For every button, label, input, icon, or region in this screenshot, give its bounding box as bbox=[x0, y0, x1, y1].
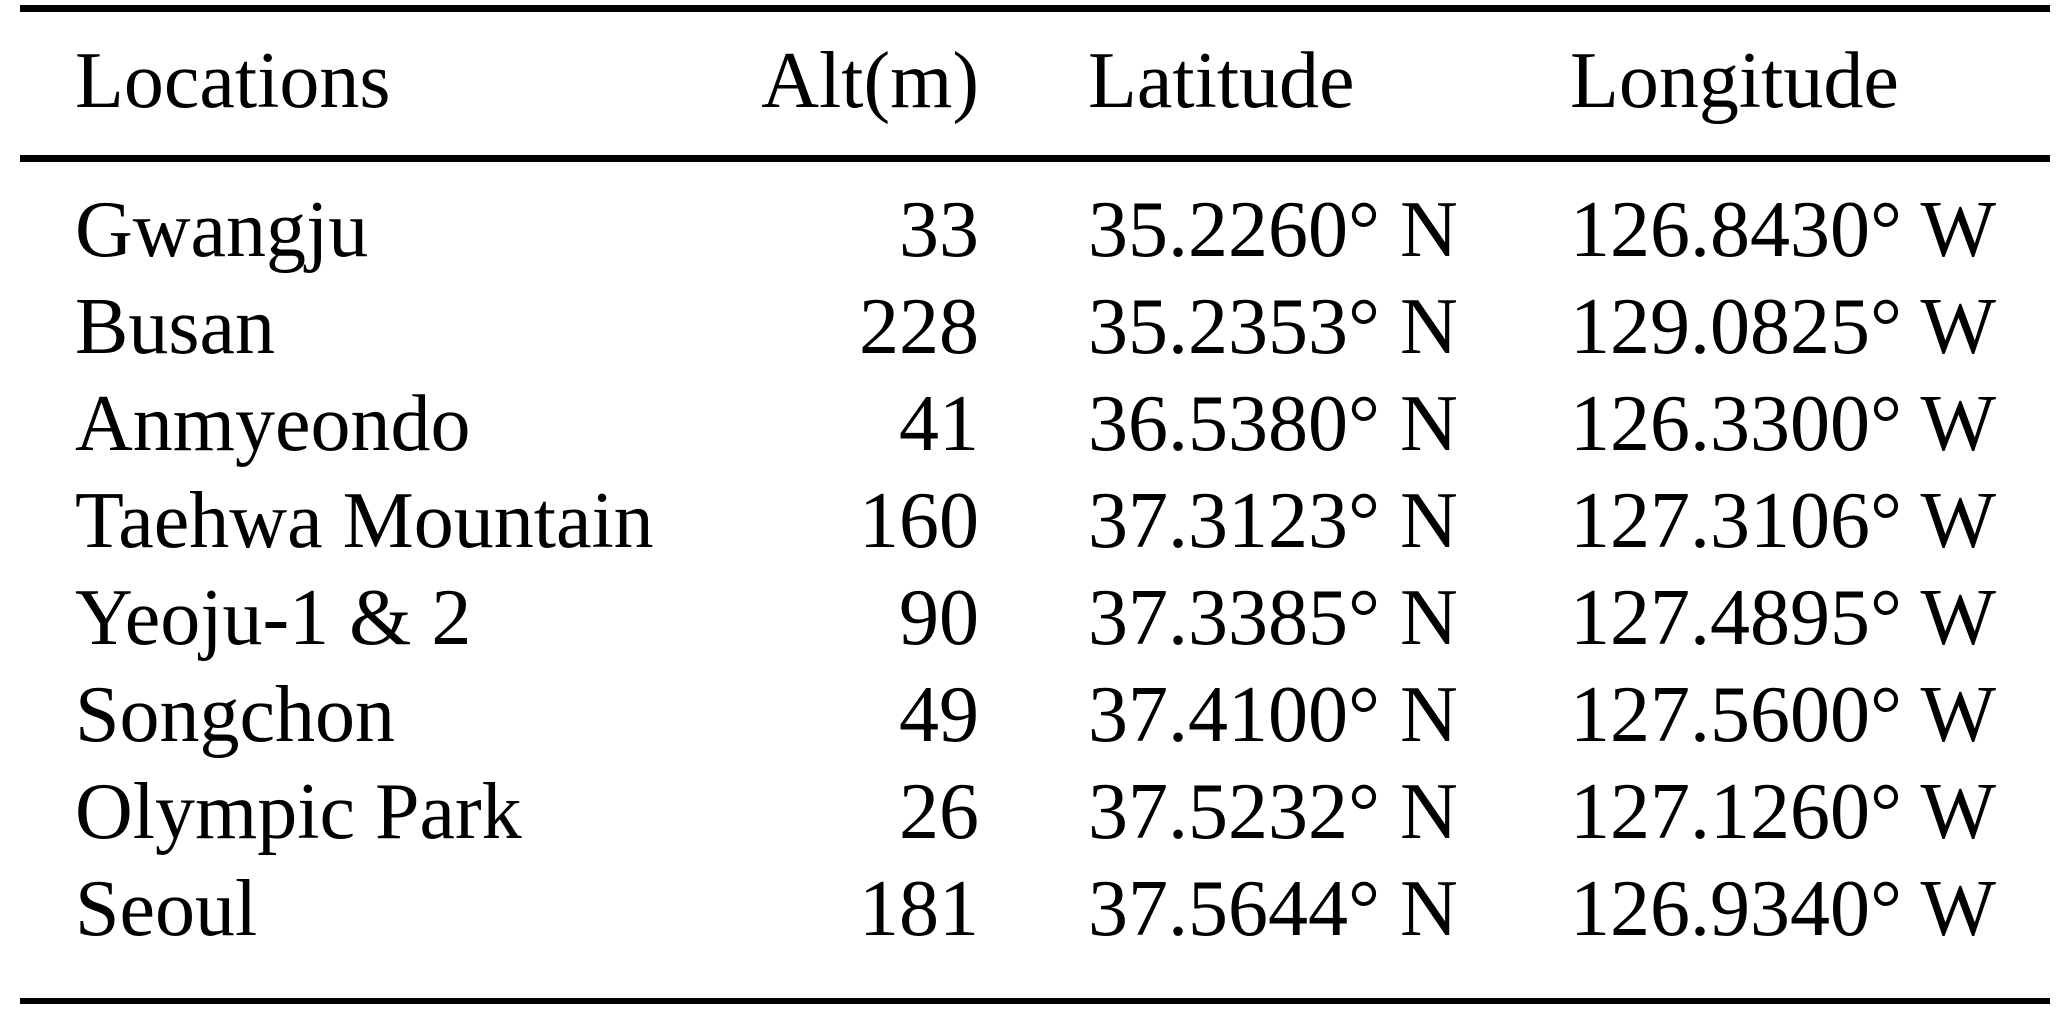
table-row: Yeoju-1 & 2 90 37.3385° N 127.4895° W bbox=[20, 570, 2050, 667]
cell-altitude: 228 bbox=[859, 283, 979, 371]
cell-location: Gwangju bbox=[75, 186, 369, 274]
cell-location: Taehwa Mountain bbox=[75, 477, 654, 565]
table-row: Olympic Park 26 37.5232° N 127.1260° W bbox=[20, 764, 2050, 861]
cell-altitude: 90 bbox=[899, 574, 979, 662]
cell-altitude: 26 bbox=[899, 768, 979, 856]
cell-longitude: 126.3300° W bbox=[1570, 380, 1997, 468]
table-row: Anmyeondo 41 36.5380° N 126.3300° W bbox=[20, 376, 2050, 473]
column-header-locations: Locations bbox=[20, 8, 660, 162]
cell-latitude: 37.4100° N bbox=[1088, 671, 1458, 759]
cell-latitude: 37.5644° N bbox=[1088, 865, 1458, 953]
cell-longitude: 127.5600° W bbox=[1570, 671, 1997, 759]
cell-latitude: 37.5232° N bbox=[1088, 768, 1458, 856]
cell-location: Seoul bbox=[75, 865, 258, 953]
cell-altitude: 41 bbox=[899, 380, 979, 468]
cell-location: Yeoju-1 & 2 bbox=[75, 574, 472, 662]
table-header: Locations Alt(m) Latitude Longitude bbox=[20, 8, 2050, 162]
cell-latitude: 37.3123° N bbox=[1088, 477, 1458, 565]
cell-longitude: 129.0825° W bbox=[1570, 283, 1997, 371]
column-header-latitude: Latitude bbox=[980, 8, 1462, 162]
cell-longitude: 126.9340° W bbox=[1570, 865, 1997, 953]
locations-table: Locations Alt(m) Latitude Longitude Gwan… bbox=[20, 5, 2050, 1004]
table-row: Gwangju 33 35.2260° N 126.8430° W bbox=[20, 159, 2050, 280]
table-row: Songchon 49 37.4100° N 127.5600° W bbox=[20, 667, 2050, 764]
cell-location: Songchon bbox=[75, 671, 395, 759]
cell-latitude: 35.2353° N bbox=[1088, 283, 1458, 371]
table-row: Seoul 181 37.5644° N 126.9340° W bbox=[20, 861, 2050, 1001]
cell-altitude: 33 bbox=[899, 186, 979, 274]
cell-longitude: 126.8430° W bbox=[1570, 186, 1997, 274]
cell-location: Busan bbox=[75, 283, 275, 371]
table-row: Taehwa Mountain 160 37.3123° N 127.3106° W bbox=[20, 473, 2050, 570]
cell-location: Anmyeondo bbox=[75, 380, 471, 468]
cell-altitude: 49 bbox=[899, 671, 979, 759]
cell-latitude: 36.5380° N bbox=[1088, 380, 1458, 468]
column-header-longitude: Longitude bbox=[1462, 8, 2050, 162]
table-row: Busan 228 35.2353° N 129.0825° W bbox=[20, 279, 2050, 376]
cell-altitude: 160 bbox=[859, 477, 979, 565]
cell-latitude: 37.3385° N bbox=[1088, 574, 1458, 662]
cell-longitude: 127.3106° W bbox=[1570, 477, 1997, 565]
header-row: Locations Alt(m) Latitude Longitude bbox=[20, 8, 2050, 162]
cell-longitude: 127.4895° W bbox=[1570, 574, 1997, 662]
cell-latitude: 35.2260° N bbox=[1088, 186, 1458, 274]
cell-longitude: 127.1260° W bbox=[1570, 768, 1997, 856]
cell-location: Olympic Park bbox=[75, 768, 522, 856]
column-header-altitude: Alt(m) bbox=[660, 8, 980, 162]
cell-altitude: 181 bbox=[859, 865, 979, 953]
table-body: Gwangju 33 35.2260° N 126.8430° W Busan 228 35… bbox=[20, 159, 2050, 1002]
